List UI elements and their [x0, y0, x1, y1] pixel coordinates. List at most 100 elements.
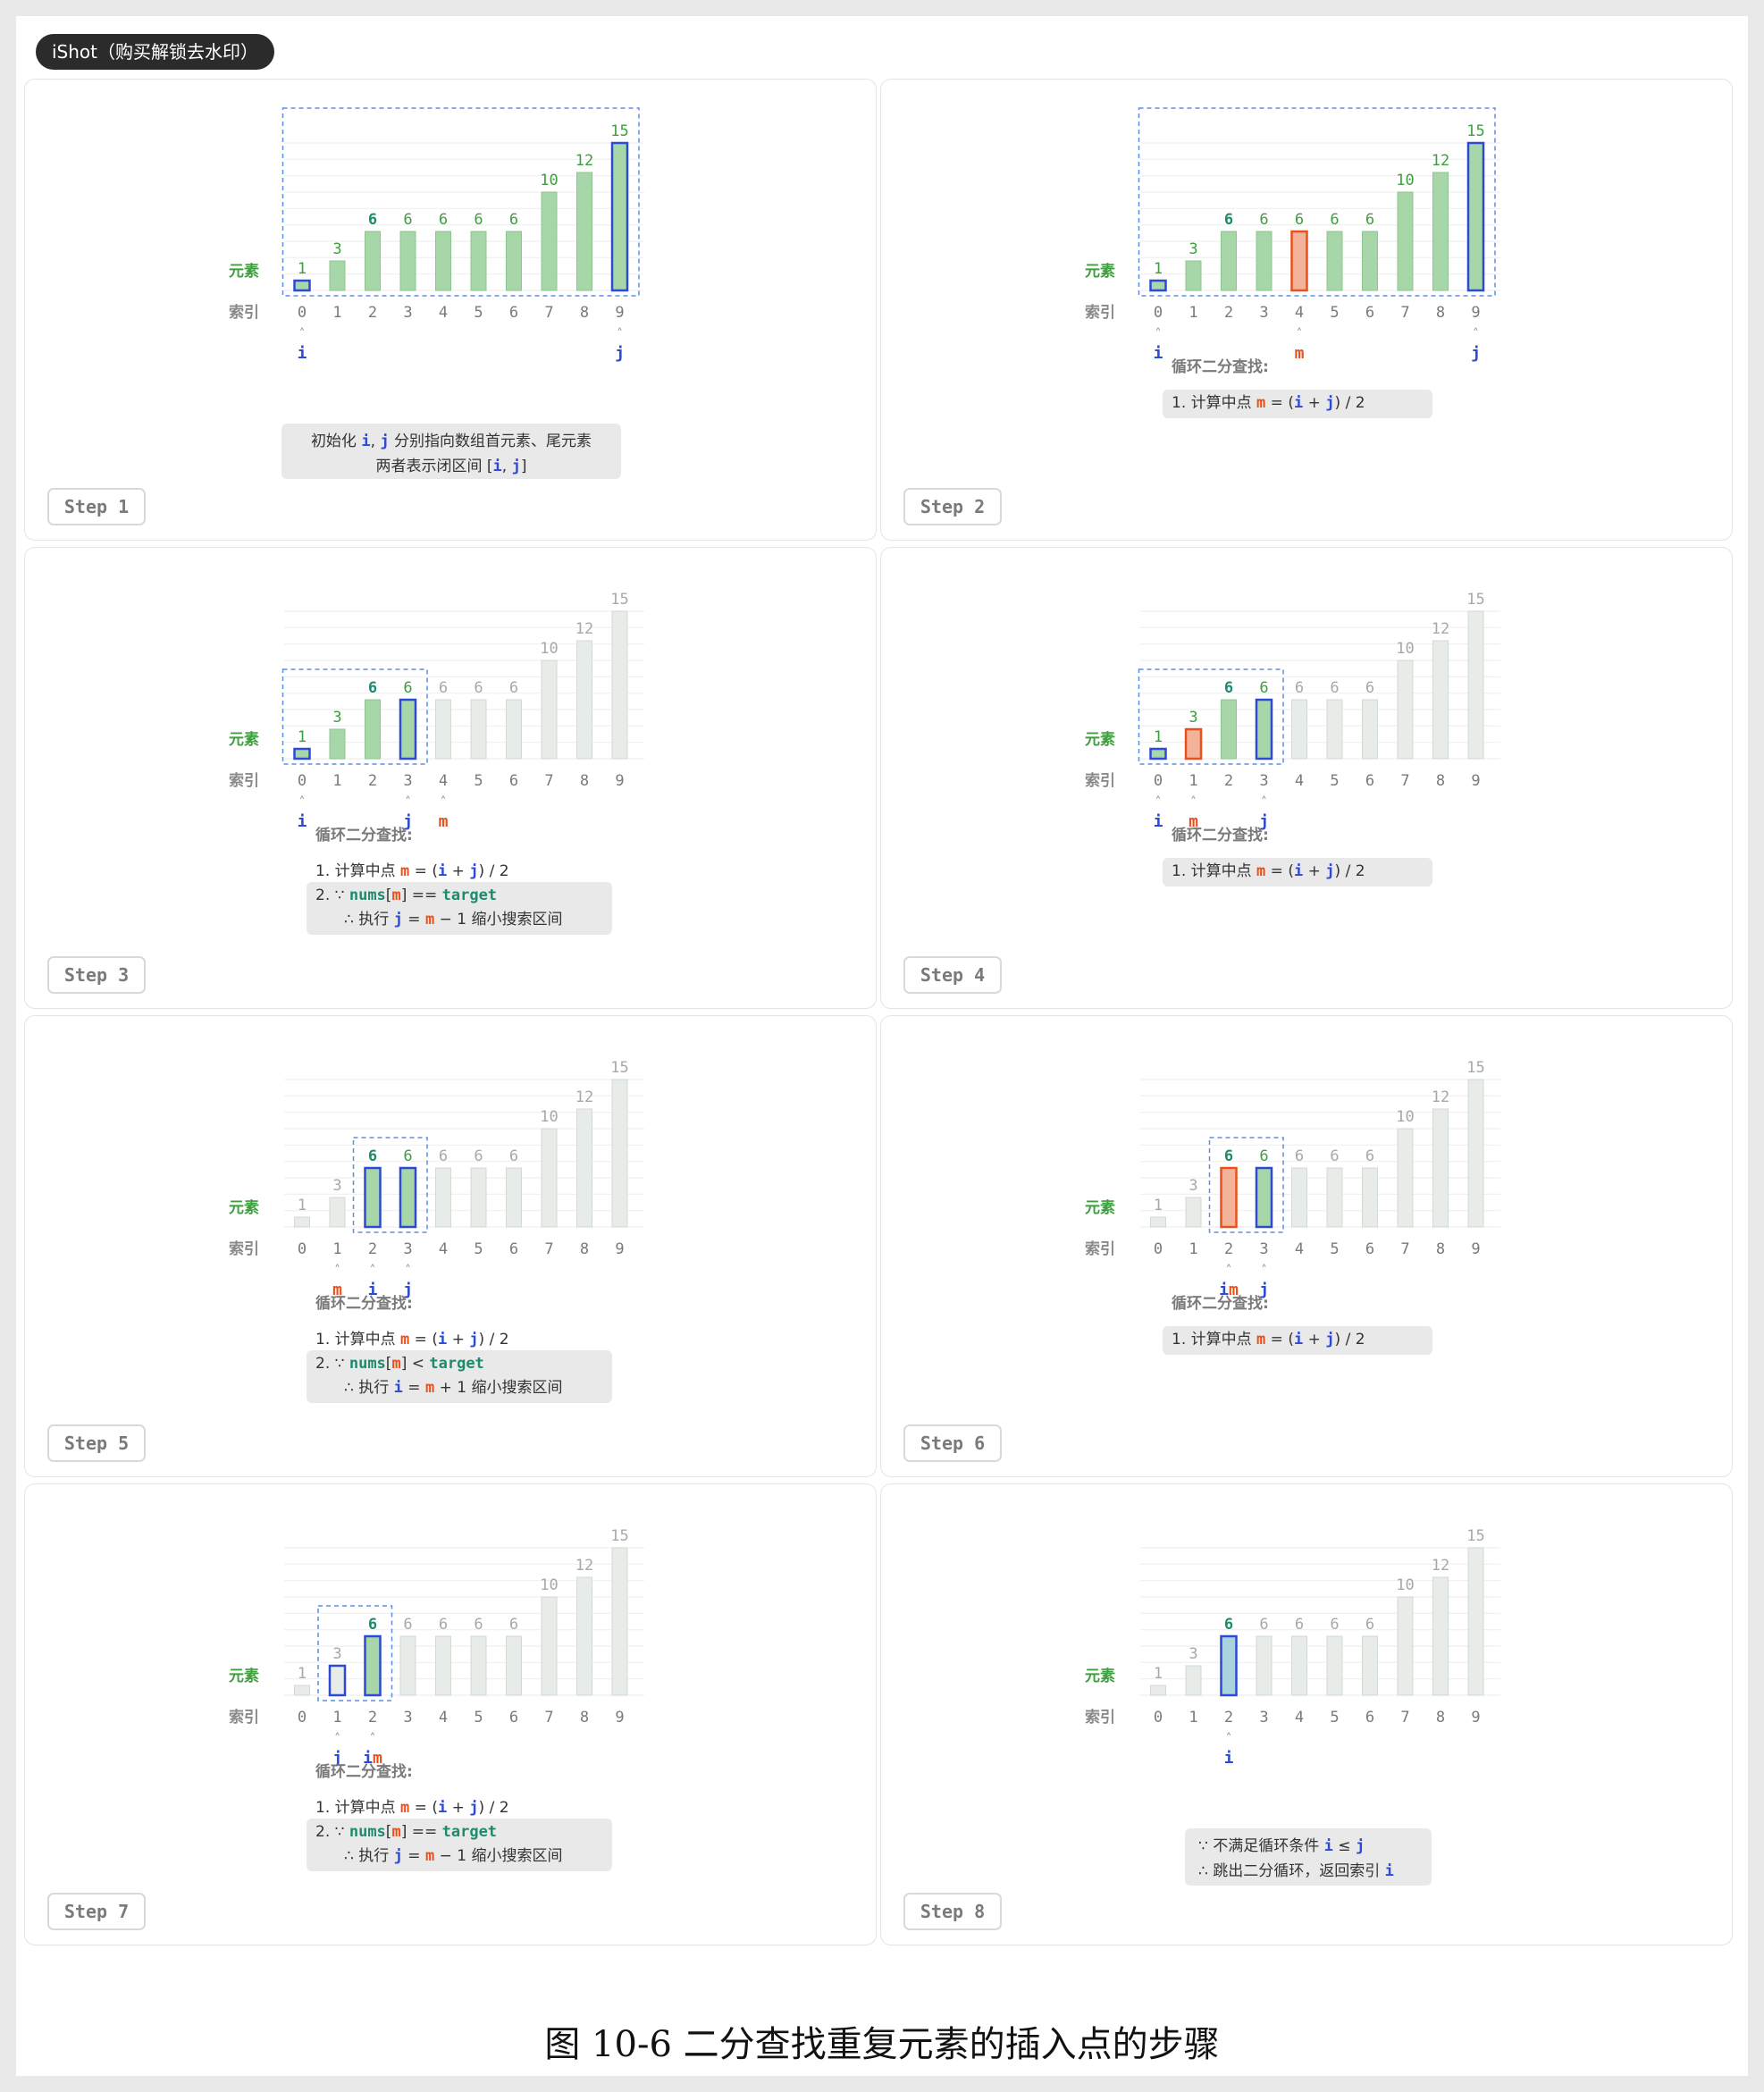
- pointer-var-j: j: [1259, 812, 1269, 831]
- value-label: 6: [1259, 1147, 1268, 1165]
- pointer-arrow: ˄: [334, 1732, 340, 1746]
- index-label: 8: [580, 1709, 589, 1727]
- bar: [294, 1216, 310, 1228]
- index-label: 3: [403, 1709, 412, 1727]
- bar: [541, 191, 558, 291]
- pointer-var-m: m: [1229, 1281, 1239, 1299]
- var-code: target: [442, 886, 497, 904]
- value-label: 6: [509, 211, 518, 229]
- pointer-arrow: ˄: [1155, 795, 1162, 810]
- pointer-var-j: j: [1471, 344, 1481, 363]
- text-segment: 2. ∵: [315, 886, 349, 904]
- search-interval: [281, 668, 428, 765]
- bar: [1467, 1079, 1484, 1228]
- step-button[interactable]: Step 1: [47, 488, 146, 525]
- index-label: 4: [439, 1240, 448, 1258]
- value-label: 1: [1154, 260, 1163, 278]
- bar: [328, 1664, 347, 1697]
- text-segment: = (: [409, 1331, 438, 1348]
- var-j: j: [394, 1847, 403, 1865]
- text-segment: ] ==: [401, 1823, 442, 1841]
- pointer-label: i: [1154, 344, 1163, 363]
- loop-line: 1. 计算中点 m = (i + j) / 2: [1172, 862, 1365, 880]
- value-label: 6: [368, 1616, 377, 1634]
- pointer-var-i: i: [298, 344, 307, 363]
- value-label: 10: [1396, 1576, 1414, 1594]
- step-button[interactable]: Step 6: [903, 1424, 1002, 1462]
- var-j: j: [1325, 1331, 1334, 1348]
- bar: [1149, 747, 1167, 760]
- bar: [1291, 1167, 1307, 1228]
- pointer-label: m: [1295, 344, 1305, 363]
- bar: [541, 1596, 558, 1696]
- text-segment: = (: [409, 1799, 438, 1817]
- pointer-label: i: [1224, 1749, 1234, 1768]
- index-label: 4: [1295, 304, 1304, 322]
- text-segment: ∴ 跳出二分循环，返回索引: [1198, 1862, 1385, 1880]
- value-label: 1: [1154, 1665, 1163, 1683]
- pointer-label: m: [1189, 812, 1198, 831]
- step-button[interactable]: Step 4: [903, 956, 1002, 994]
- text-segment: ) / 2: [1335, 862, 1365, 880]
- value-label: 12: [1432, 152, 1449, 170]
- value-label: 15: [610, 1527, 628, 1545]
- step-button[interactable]: Step 3: [47, 956, 146, 994]
- value-label: 6: [474, 1616, 483, 1634]
- search-interval: [1208, 1137, 1284, 1233]
- step-button[interactable]: Step 8: [903, 1893, 1002, 1930]
- value-label: 1: [1154, 1197, 1163, 1214]
- bar: [294, 1685, 310, 1696]
- value-label: 15: [1466, 591, 1484, 609]
- bar: [1326, 699, 1343, 760]
- bar: [576, 640, 592, 760]
- text-segment: = (: [409, 862, 438, 880]
- value-label: 3: [1189, 1645, 1197, 1663]
- element-row-label: 元素: [1085, 263, 1115, 281]
- loop-line: 2. ∵ nums[m] == target: [315, 886, 497, 904]
- pointer-arrow: ˄: [405, 795, 411, 810]
- index-label: 4: [439, 1709, 448, 1727]
- step-button[interactable]: Step 5: [47, 1424, 146, 1462]
- step-diagram: 10316263646566107128159元素索引˄j˄im循环二分查找:1…: [229, 1527, 644, 1871]
- note-box: [1185, 1828, 1432, 1886]
- bar: [1466, 141, 1485, 292]
- value-label: 6: [474, 211, 483, 229]
- text-segment: 1. 计算中点: [315, 1331, 400, 1348]
- text-segment: [: [386, 886, 392, 904]
- index-label: 2: [1224, 772, 1233, 790]
- value-label: 6: [1259, 679, 1268, 697]
- value-label: 3: [332, 240, 341, 258]
- bar: [364, 1634, 382, 1697]
- value-label: 1: [298, 1197, 307, 1214]
- bar: [1150, 1216, 1166, 1228]
- bar: [470, 699, 487, 760]
- text-segment: +: [447, 862, 469, 880]
- bar: [399, 1635, 416, 1696]
- step-button[interactable]: Step 2: [903, 488, 1002, 525]
- bar: [470, 231, 487, 291]
- step-diagram: 10316263646566107128159元素索引˄m˄i˄j循环二分查找:…: [229, 1059, 644, 1403]
- value-label: 6: [1295, 679, 1304, 697]
- var-m: m: [1256, 862, 1265, 880]
- step-panel: 1 0 3 1 6 2 6 3 6 4 6 5 6 6 10 7 12 8 15 9 元素 索引 ˄ i ˄ j 初始化 i, j …: [24, 79, 877, 541]
- index-label: 7: [544, 1240, 553, 1258]
- value-label: 15: [610, 1059, 628, 1077]
- text-segment: +: [447, 1331, 469, 1348]
- var-j: j: [469, 1331, 478, 1348]
- step-button[interactable]: Step 7: [47, 1893, 146, 1930]
- index-label: 6: [1365, 772, 1374, 790]
- pointer-label: j: [615, 344, 625, 363]
- index-label: 7: [1400, 1240, 1409, 1258]
- pointer-var-i: i: [1154, 812, 1163, 831]
- pointer-arrow: ˄: [299, 327, 306, 341]
- step-diagram: 10316263646566107128159元素索引˄im˄j循环二分查找:1…: [1085, 1059, 1500, 1355]
- value-label: 10: [1396, 640, 1414, 658]
- bar: [576, 1576, 592, 1696]
- index-label: 8: [1436, 772, 1445, 790]
- text-segment: 1. 计算中点: [315, 1799, 400, 1817]
- bar: [1291, 699, 1307, 760]
- text-segment: 分别指向数组首元素、尾元素: [390, 433, 592, 450]
- value-label: 6: [1295, 1147, 1304, 1165]
- note-box: [307, 1819, 612, 1871]
- bar: [1256, 231, 1273, 291]
